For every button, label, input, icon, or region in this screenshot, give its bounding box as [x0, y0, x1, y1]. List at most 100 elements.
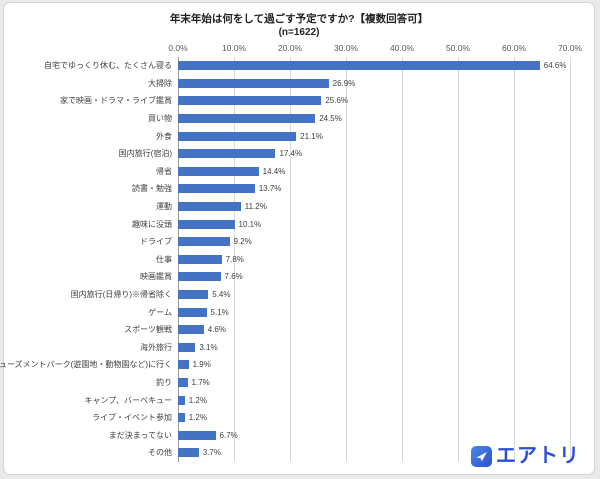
bar-track: 11.2%	[178, 198, 570, 216]
x-tick-label: 50.0%	[445, 43, 471, 53]
bar-track: 3.7%	[178, 444, 570, 462]
bar-track: 4.6%	[178, 321, 570, 339]
gridline	[402, 57, 403, 462]
airtrip-logo-icon	[471, 446, 492, 467]
category-label: 海外旅行	[140, 342, 172, 352]
chart-panel: 年末年始は何をして過ごす予定ですか?【複数回答可】 (n=1622) 0.0% 1…	[0, 2, 595, 475]
bar	[178, 290, 209, 300]
bar	[178, 395, 185, 405]
bar-row: 帰省 14.4%	[8, 163, 570, 181]
bar-row: ゲーム 5.1%	[8, 303, 570, 321]
category-label: 国内旅行(宿泊)	[118, 149, 172, 159]
bar-track: 9.2%	[178, 233, 570, 251]
bar	[178, 219, 235, 229]
value-label: 9.2%	[233, 237, 252, 247]
bar	[178, 272, 221, 282]
bar	[178, 61, 540, 71]
category-label: 帰省	[156, 166, 172, 176]
value-label: 24.5%	[319, 114, 342, 124]
category-label: スポーツ観戦	[124, 325, 172, 335]
bar-row: 国内旅行(日帰り)※帰省除く 5.4%	[8, 286, 570, 304]
bar-row: 自宅でゆっくり休む、たくさん寝る 64.6%	[8, 57, 570, 75]
bar-row: スポーツ観戦 4.6%	[8, 321, 570, 339]
value-label: 3.1%	[199, 342, 218, 352]
bar-row: 国内旅行(宿泊) 17.4%	[8, 145, 570, 163]
value-label: 7.6%	[224, 272, 243, 282]
category-label: 大掃除	[148, 78, 172, 88]
bar-row: 家で映画・ドラマ・ライブ鑑賞 25.6%	[8, 92, 570, 110]
bar	[178, 78, 329, 88]
x-tick-label: 30.0%	[333, 43, 359, 53]
bar	[178, 96, 322, 106]
category-label: 家で映画・ドラマ・ライブ鑑賞	[60, 96, 172, 106]
bar-row: 運動 11.2%	[8, 198, 570, 216]
bar-track: 17.4%	[178, 145, 570, 163]
category-label: 買い物	[148, 114, 172, 124]
category-label: 読書・勉強	[132, 184, 172, 194]
value-label: 1.9%	[192, 360, 211, 370]
gridline	[346, 57, 347, 462]
bar-track: 14.4%	[178, 163, 570, 181]
category-label: アミューズメントパーク(遊園地・動物園など)に行く	[0, 360, 172, 370]
bar-track: 1.2%	[178, 391, 570, 409]
value-label: 7.8%	[225, 254, 244, 264]
value-label: 17.4%	[279, 149, 303, 159]
bar	[178, 430, 216, 440]
bar-track: 7.6%	[178, 268, 570, 286]
value-label: 6.7%	[219, 430, 238, 440]
bar-row: 外食 21.1%	[8, 127, 570, 145]
bar-track: 5.1%	[178, 303, 570, 321]
x-tick-label: 10.0%	[221, 43, 247, 53]
gridline	[290, 57, 291, 462]
category-label: その他	[148, 448, 172, 458]
category-label: 釣り	[156, 377, 172, 387]
bar-track: 6.7%	[178, 426, 570, 444]
bar-row: ライブ・イベント参加 1.2%	[8, 409, 570, 427]
category-label: ドライブ	[140, 237, 172, 247]
value-label: 5.1%	[210, 307, 229, 317]
bar-row: アミューズメントパーク(遊園地・動物園など)に行く 1.9%	[0, 356, 570, 374]
bar-track: 21.1%	[178, 127, 570, 145]
value-label: 4.6%	[207, 325, 226, 335]
category-label: 趣味に没頭	[132, 219, 172, 229]
bar-row: キャンプ、バーベキュー 1.2%	[8, 391, 570, 409]
bar-row: 買い物 24.5%	[8, 110, 570, 128]
value-label: 1.7%	[191, 377, 210, 387]
category-label: 映画鑑賞	[140, 272, 172, 282]
x-tick-label: 40.0%	[389, 43, 415, 53]
bar-track: 10.1%	[178, 215, 570, 233]
x-tick-label: 0.0%	[168, 43, 188, 53]
value-label: 5.4%	[212, 290, 231, 300]
bar	[178, 149, 276, 159]
chart-title: 年末年始は何をして過ごす予定ですか?【複数回答可】	[169, 13, 429, 25]
bar-track: 25.6%	[178, 92, 570, 110]
bar-track: 24.5%	[178, 110, 570, 128]
value-label: 14.4%	[262, 166, 286, 176]
category-label: 運動	[156, 202, 172, 212]
category-label: キャンプ、バーベキュー	[84, 395, 172, 405]
gridline	[570, 57, 571, 462]
value-label: 1.2%	[188, 395, 207, 405]
bar-track: 26.9%	[178, 75, 570, 93]
bar	[178, 307, 207, 317]
bar-track: 5.4%	[178, 286, 570, 304]
x-tick-label: 20.0%	[277, 43, 303, 53]
plot-area: 自宅でゆっくり休む、たくさん寝る 64.6% 大掃除 26.9% 家で映画・ドラマ・ライ…	[0, 57, 571, 462]
category-label: 自宅でゆっくり休む、たくさん寝る	[44, 61, 172, 71]
bar-track: 7.8%	[178, 251, 570, 269]
value-label: 1.2%	[188, 413, 207, 423]
x-tick-label: 70.0%	[557, 43, 583, 53]
bar-row: その他 3.7%	[8, 444, 570, 462]
bar-row: 海外旅行 3.1%	[8, 339, 570, 357]
value-label: 3.7%	[202, 448, 221, 458]
bar-row: 釣り 1.7%	[8, 374, 570, 392]
bar-track: 1.7%	[178, 374, 570, 392]
x-axis-ticks: 0.0% 10.0% 20.0% 30.0% 40.0% 50.0% 60.0% 70.0%	[168, 42, 582, 57]
bar	[178, 377, 188, 387]
value-label: 26.9%	[332, 78, 356, 88]
bar-track: 3.1%	[178, 339, 570, 357]
bar	[178, 114, 316, 124]
airtrip-logo-text: エアトリ	[496, 445, 580, 467]
bar	[178, 184, 255, 194]
value-label: 11.2%	[244, 202, 267, 212]
